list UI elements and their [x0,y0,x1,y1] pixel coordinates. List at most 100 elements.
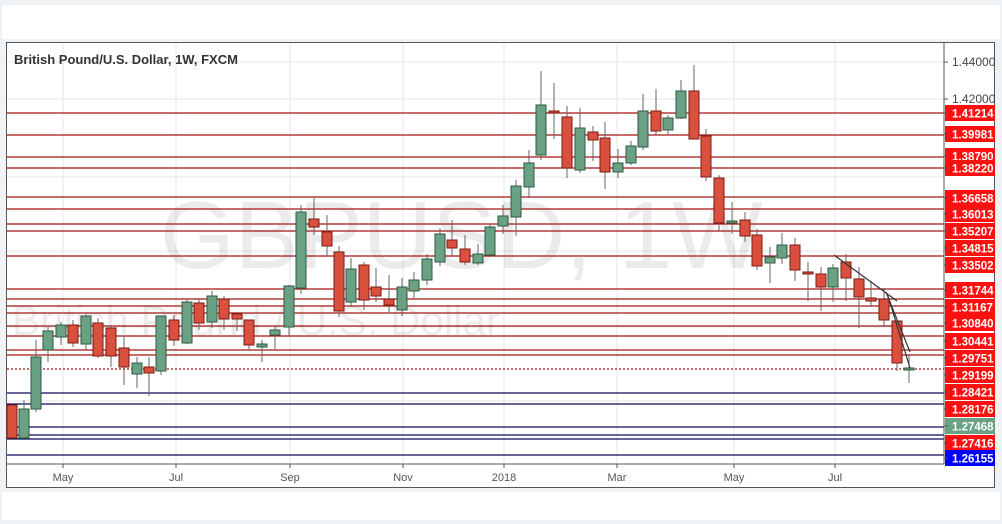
candle [599,137,611,173]
candle [497,215,509,227]
candle [295,211,307,289]
y-tick-1.42000: 1.42000 [952,92,996,106]
y-tick-1.44000: 1.44000 [952,55,996,69]
price-label-bg [945,206,995,222]
price-label: 1.35207 [952,227,994,239]
candle [739,219,751,237]
price-label: 1.41214 [952,109,994,121]
candle [700,135,712,178]
candle [370,286,382,297]
candle [510,185,522,218]
candle [143,366,155,374]
candle [308,218,320,228]
candle [802,271,814,275]
candle [625,145,637,164]
x-tick-label: Jul [828,472,842,484]
candle [321,231,333,247]
candle [18,408,30,439]
chart-title: British Pound/U.S. Dollar, 1W, FXCM [14,52,238,67]
candle [67,324,79,344]
candle [42,330,54,351]
watermark-symbol: GBPUSD, 1W [160,182,763,289]
candle [181,301,193,344]
candle [840,261,852,279]
price-label: 1.31744 [952,286,994,298]
chart-frame [6,42,995,488]
candle [6,404,18,439]
price-label: 1.30840 [952,319,994,331]
price-label-bg [945,299,995,315]
price-label: 1.39981 [952,130,994,142]
candle [548,110,560,114]
candle [650,110,662,132]
candle [358,264,370,301]
x-tick-label: Sep [280,472,300,484]
price-label: 1.28421 [952,388,994,400]
candle [726,220,738,224]
candle [815,273,827,288]
top-band [2,5,1000,39]
x-tick-label: Nov [393,472,413,484]
candle [383,298,395,306]
candle [231,313,243,320]
trend-lines [833,254,911,369]
candle [283,285,295,328]
x-tick-label: May [53,472,74,484]
time-labels: May Jul Sep Nov 2018 Mar May Jul [53,464,842,484]
candle [131,362,143,375]
horizontal-grid [7,61,944,402]
candle [675,90,687,119]
candle [878,298,890,321]
price-label: 1.36658 [952,194,994,206]
price-label: 1.38220 [952,164,994,176]
price-label: 1.28176 [952,405,994,417]
price-label: 1.36013 [952,210,994,222]
candle [574,127,586,171]
candle [421,258,433,281]
candle [827,267,839,288]
candle [713,177,725,224]
candle [408,279,420,292]
candle [30,356,42,410]
candle [345,268,357,303]
candle [789,244,801,271]
price-label-bg [945,384,995,400]
price-label: 1.27416 [952,439,994,451]
candle [269,329,281,336]
x-tick-label: Jul [169,472,183,484]
bottom-band [2,492,1000,520]
x-tick-label: May [724,472,745,484]
price-labels: 1.412141.399811.387901.382201.366581.360… [944,105,995,466]
candle [55,324,67,338]
price-label: 1.27468 [952,422,994,434]
candle [459,248,471,263]
price-label-bg [945,315,995,331]
candle [484,226,496,256]
price-label-bg [945,240,995,256]
price-label-bg [945,333,995,349]
price-label: 1.30441 [952,337,994,349]
candle [612,162,624,173]
candle [193,302,205,324]
candle [523,162,535,188]
price-label-bg [945,350,995,366]
candle [535,104,547,156]
price-label-bg [945,126,995,142]
candle [105,327,117,357]
candle [218,298,230,320]
price-label-bg [945,257,995,273]
price-label-bg [945,160,995,176]
candle [688,90,700,140]
candle [80,315,92,345]
candle [168,319,180,341]
candle [751,234,763,267]
candle [155,315,167,372]
price-label-bg [945,190,995,206]
price-label: 1.31167 [952,303,993,315]
candle [206,295,218,323]
candle [472,253,484,264]
candle [333,251,345,312]
candle [243,319,255,346]
candle [776,244,788,259]
